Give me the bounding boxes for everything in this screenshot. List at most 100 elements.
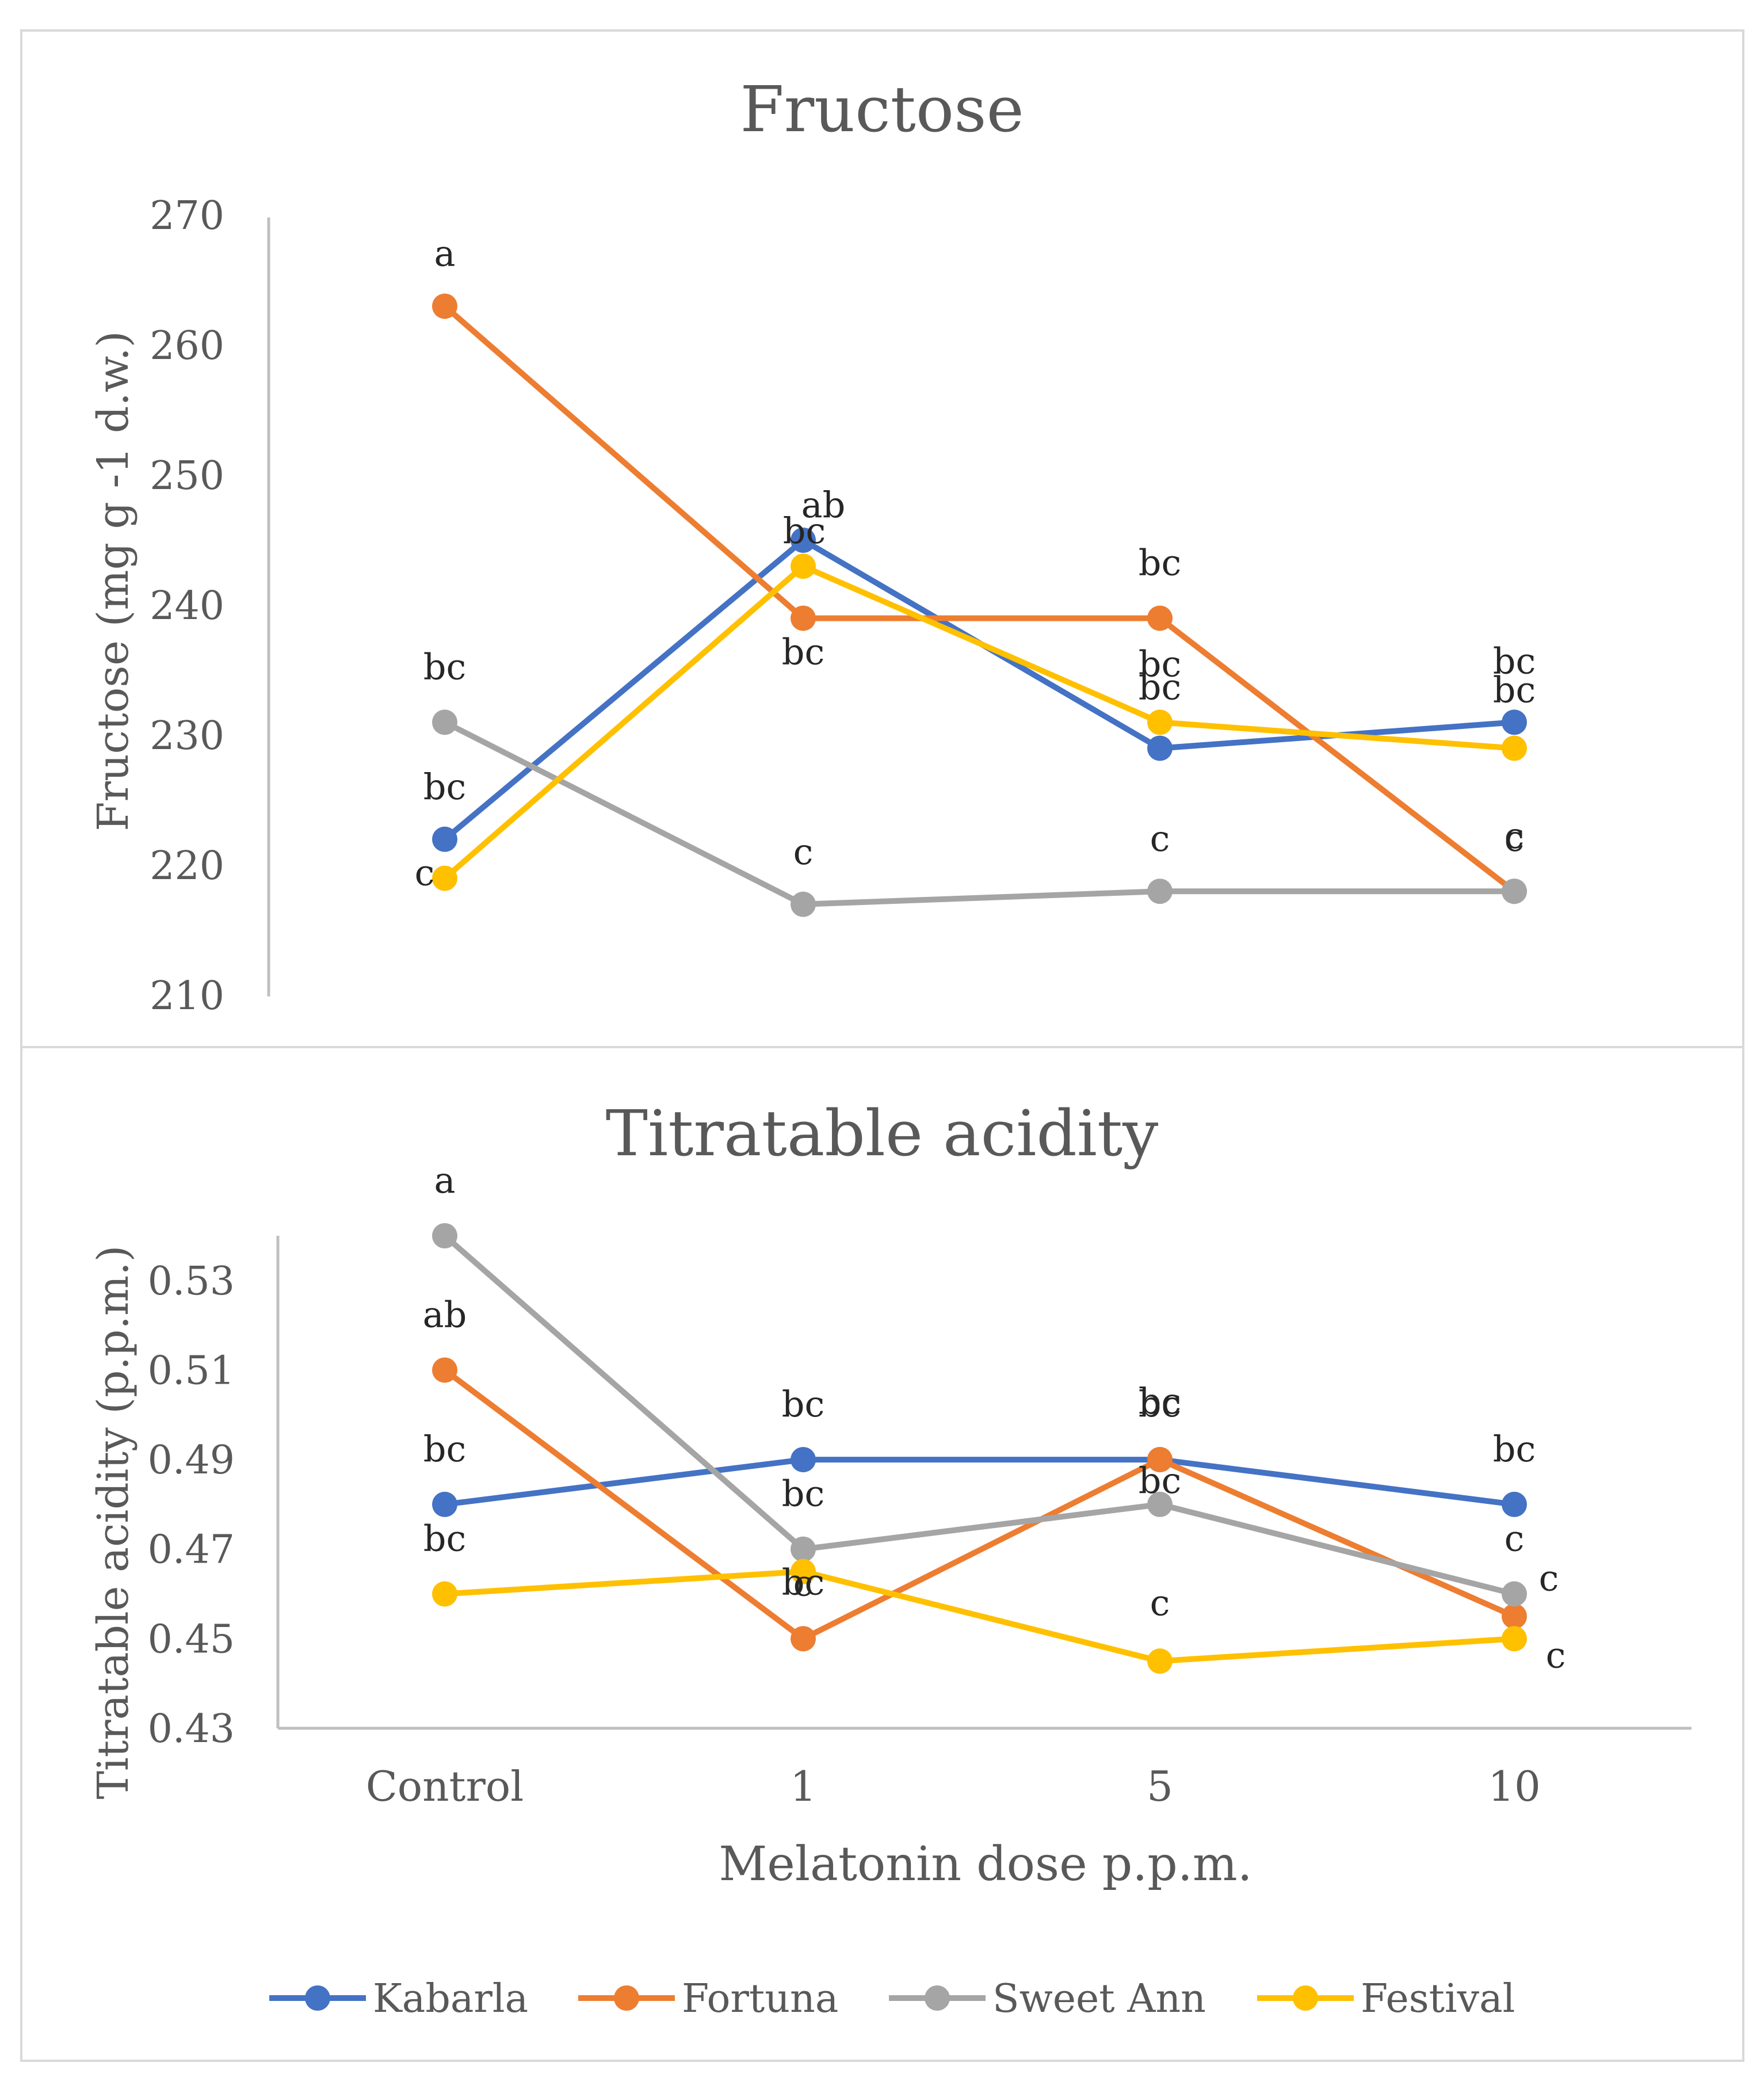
significance-letter: bc [782, 1561, 824, 1603]
data-point-fortuna [1147, 1447, 1173, 1473]
data-point-kabarla [791, 528, 816, 553]
significance-letter: c [1546, 1634, 1566, 1676]
data-point-sweet-ann [1502, 1581, 1527, 1607]
significance-letter: bc [1139, 1380, 1181, 1422]
legend-swatch-marker [614, 1985, 639, 2011]
y-tick-label: 250 [150, 453, 224, 499]
data-point-sweet-ann [791, 1536, 816, 1562]
legend-item-sweet-ann: Sweet Ann [889, 1976, 1206, 2022]
data-point-sweet-ann [1502, 879, 1527, 904]
y-tick-label: 0.47 [148, 1527, 235, 1573]
data-point-festival [1147, 1648, 1173, 1674]
significance-letter: c [1539, 1557, 1559, 1599]
x-tick-labels: Control 1 5 10 [366, 1762, 1541, 1811]
data-point-fortuna [791, 1626, 816, 1652]
y-tick-label: 240 [150, 583, 224, 629]
significance-letter: bc [423, 1428, 466, 1470]
chart-frame-acidity [20, 1046, 1744, 2062]
data-point-festival [1502, 735, 1527, 761]
series-line-fortuna [442, 304, 1517, 894]
data-point-fortuna [432, 293, 457, 319]
significance-letter: ab [423, 1293, 467, 1335]
y-tick-label: 0.51 [148, 1348, 235, 1393]
legend-label: Sweet Ann [992, 1976, 1206, 2022]
significance-letter: bc [782, 631, 824, 673]
legend-swatch-marker [305, 1985, 330, 2011]
data-point-festival [432, 865, 457, 891]
significance-letter: c [415, 852, 435, 894]
data-point-sweet-ann [1147, 879, 1173, 904]
legend-label: Kabarla [373, 1976, 528, 2022]
legend-item-fortuna: Fortuna [578, 1976, 838, 2022]
y-axis-label: Titratable acidity (p.p.m.) [89, 1245, 138, 1799]
legend-label: Festival [1361, 1976, 1515, 2022]
y-tick-label: 0.45 [148, 1617, 235, 1662]
data-point-kabarla [1502, 1491, 1527, 1517]
y-tick-label: 270 [150, 193, 224, 239]
significance-letter: c [1505, 815, 1525, 857]
data-point-kabarla [791, 1447, 816, 1473]
series-line-sweet-ann [442, 1233, 1515, 1597]
significance-letter: c [1505, 818, 1525, 860]
y-tick-label: 260 [150, 323, 224, 369]
data-point-festival [791, 1559, 816, 1584]
significance-letter: bc [1493, 669, 1536, 711]
data-point-fortuna [1502, 1603, 1527, 1629]
legend-item-festival: Festival [1257, 1976, 1515, 2022]
chart-frame-fructose [20, 29, 1744, 1048]
significance-letter: bc [1139, 643, 1181, 685]
fructose-chart: Fructose Fructose (mg g -1 d.w.) 2102202… [89, 72, 1536, 1019]
legend-swatch-marker [1293, 1985, 1318, 2011]
y-tick-label: 230 [150, 713, 224, 759]
x-tick-label: 5 [1147, 1762, 1173, 1811]
significance-letter: bc [782, 1383, 824, 1425]
series-lines [432, 1223, 1527, 1674]
series-lines [432, 293, 1527, 917]
data-point-festival [432, 1581, 457, 1607]
significance-letter: bc [783, 510, 826, 552]
significance-letter: c [793, 831, 814, 873]
significance-letter: bc [423, 766, 466, 808]
legend: Kabarla Fortuna Sweet Ann Festival [269, 1976, 1515, 2022]
data-point-kabarla [432, 1491, 457, 1517]
x-tick-label: Control [366, 1762, 524, 1811]
x-tick-label: 1 [790, 1762, 816, 1811]
data-point-sweet-ann [432, 1223, 457, 1248]
legend-swatch-marker [925, 1985, 950, 2011]
data-point-festival [1502, 1626, 1527, 1652]
y-tick-labels: 210 220 230 240 250 260 270 [150, 193, 224, 1019]
significance-letter: bc [423, 1518, 466, 1560]
x-tick-label: 10 [1488, 1762, 1541, 1811]
significance-letter: bc [1139, 1460, 1181, 1502]
y-tick-label: 0.53 [148, 1259, 235, 1304]
y-tick-label: 220 [150, 843, 224, 889]
significance-letter: c [1150, 1582, 1170, 1624]
significance-letter: a [434, 232, 456, 274]
data-point-sweet-ann [1147, 1491, 1173, 1517]
significance-letter: a [434, 1159, 456, 1201]
significance-letter: c [793, 1562, 814, 1604]
y-tick-label: 0.49 [148, 1438, 235, 1483]
data-point-kabarla [432, 826, 457, 852]
significance-letter: ab [801, 484, 846, 526]
significance-letter: bc [782, 1473, 824, 1515]
significance-letter: bc [1493, 1428, 1536, 1470]
data-point-fortuna [1147, 605, 1173, 631]
series-line-fortuna [443, 1368, 1516, 1642]
series-line-sweet-ann [443, 719, 1514, 907]
data-point-festival [1147, 709, 1173, 735]
legend-item-kabarla: Kabarla [269, 1976, 528, 2022]
data-point-fortuna [432, 1357, 457, 1383]
data-point-sweet-ann [432, 709, 457, 735]
significance-letter: c [1150, 818, 1170, 860]
significance-letter: bc [1139, 1383, 1181, 1425]
series-line-festival [442, 563, 1515, 881]
chart-title: Titratable acidity [606, 1097, 1159, 1170]
series-line-kabarla [444, 1457, 1515, 1507]
data-point-sweet-ann [791, 891, 816, 917]
y-tick-label: 210 [150, 973, 224, 1019]
legend-label: Fortuna [682, 1976, 838, 2022]
